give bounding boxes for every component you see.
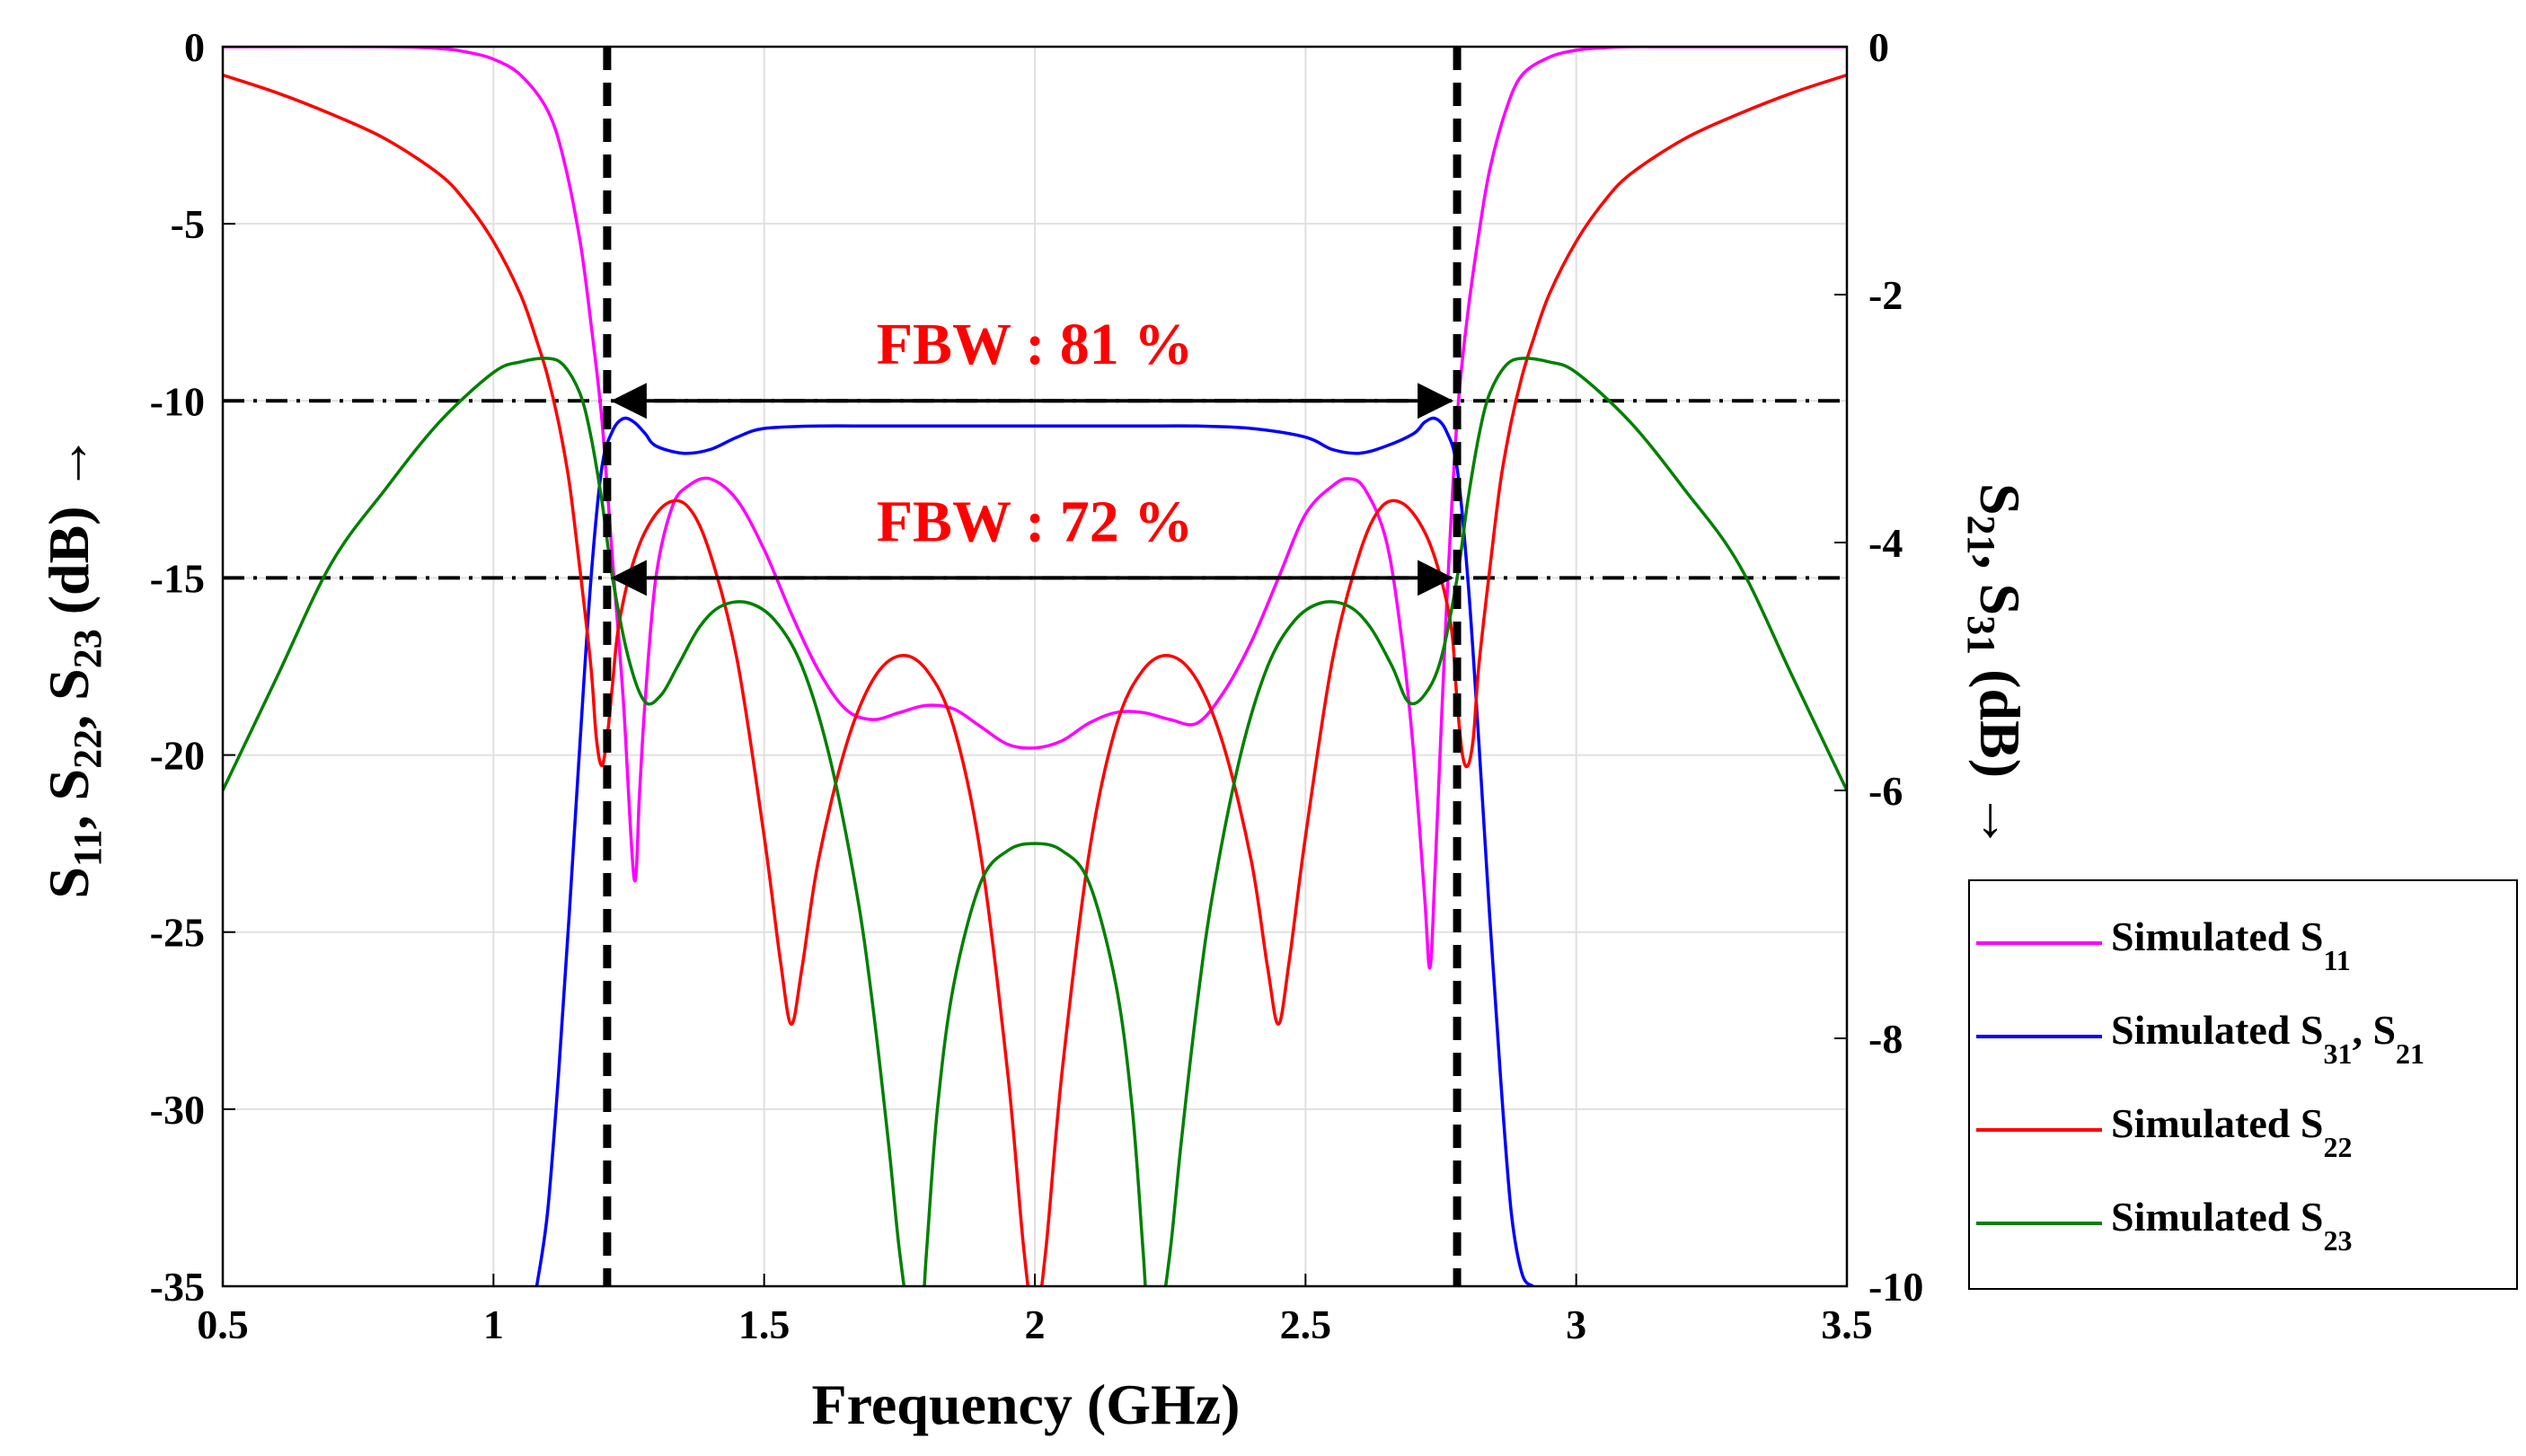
y-left-tick-label: -15 xyxy=(150,555,205,601)
x-tick-label: 1.5 xyxy=(738,1302,790,1347)
x-tick-label: 2.5 xyxy=(1280,1302,1332,1347)
fbw-label: FBW : 72 % xyxy=(877,489,1194,554)
subscript: 22 xyxy=(66,729,110,769)
annotations: FBW : 81 % FBW : 72 % xyxy=(603,47,1462,1286)
legend-entry: Simulated S31, S21 xyxy=(2111,1007,2424,1070)
y-left-tick-label: -10 xyxy=(150,378,205,424)
legend: Simulated S11 Simulated S31, S21 Simulated… xyxy=(1968,879,2518,1290)
x-tick-label: 1 xyxy=(483,1302,504,1347)
x-tick-label: 0.5 xyxy=(197,1302,249,1347)
series-line-2 xyxy=(223,73,1847,1286)
y-right-tick-label: -8 xyxy=(1868,1016,1903,1062)
subscript: 11 xyxy=(66,829,110,867)
y-axis-right-ticks: 0 -2 -4 -6 -8 -10 xyxy=(1834,24,1923,1310)
y-right-tick-label: -4 xyxy=(1868,520,1903,566)
x-axis-title: Frequency (GHz) xyxy=(812,1372,1241,1436)
y-left-tick-label: -5 xyxy=(171,201,205,247)
y-axis-left-ticks: 0 -5 -10 -15 -20 -25 -30 -35 xyxy=(150,24,235,1310)
title-part: S xyxy=(37,867,101,899)
series-line-1 xyxy=(534,416,1534,1286)
reference-lines xyxy=(223,399,1847,580)
title-part: , S xyxy=(37,668,101,729)
y-left-tick-label: -25 xyxy=(150,910,205,956)
legend-entry: Simulated S23 xyxy=(2111,1194,2352,1257)
y-left-tick-label: -20 xyxy=(150,733,205,779)
y-left-tick-label: -30 xyxy=(150,1087,205,1133)
legend-entry: Simulated S11 xyxy=(2111,913,2351,976)
y-right-tick-label: -2 xyxy=(1868,272,1903,318)
y-left-tick-label: 0 xyxy=(184,24,205,70)
subscript: 23 xyxy=(66,629,110,668)
x-tick-label: 3 xyxy=(1566,1302,1586,1347)
title-part: , S xyxy=(37,769,101,830)
x-tick-label: 2 xyxy=(1025,1302,1046,1347)
subscript: 21 xyxy=(1959,516,2003,555)
title-part: (dB) → xyxy=(37,434,101,629)
x-tick-label: 3.5 xyxy=(1821,1302,1873,1347)
fbw-label: FBW : 81 % xyxy=(877,312,1194,377)
y-right-tick-label: 0 xyxy=(1868,24,1889,70)
y-right-tick-label: -10 xyxy=(1868,1264,1923,1310)
title-part: , S xyxy=(1968,555,2032,616)
y-axis-right-title: S21, S31 (dB) → xyxy=(1959,483,2032,850)
y-right-tick-label: -6 xyxy=(1868,768,1903,814)
title-part: S xyxy=(1968,483,2032,516)
legend-entry: Simulated S22 xyxy=(2111,1100,2352,1163)
subscript: 31 xyxy=(1959,615,2003,655)
y-axis-left-title: S11, S22, S23 (dB) → xyxy=(37,434,110,898)
legend-box xyxy=(1968,879,2518,1290)
y-left-tick-label: -35 xyxy=(150,1264,205,1310)
x-axis-ticks: 0.5 1 1.5 2 2.5 3 3.5 xyxy=(197,1274,1873,1347)
title-part: (dB) → xyxy=(1968,655,2032,850)
